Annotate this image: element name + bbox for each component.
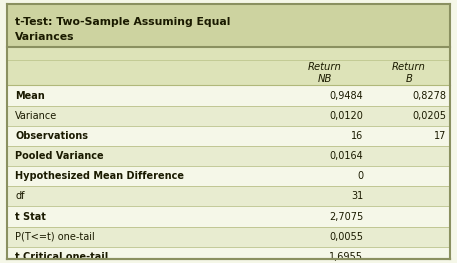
Text: Observations: Observations	[15, 131, 88, 141]
Text: 0,8278: 0,8278	[413, 90, 446, 100]
Text: t-Test: Two-Sample Assuming Equal: t-Test: Two-Sample Assuming Equal	[15, 17, 230, 27]
Text: Pooled Variance: Pooled Variance	[15, 151, 104, 161]
Text: 16: 16	[351, 131, 363, 141]
Text: 0,0164: 0,0164	[329, 151, 363, 161]
Text: Return: Return	[308, 62, 341, 72]
Text: Variances: Variances	[15, 32, 74, 42]
Text: df: df	[15, 191, 25, 201]
Text: t Critical one-tail: t Critical one-tail	[15, 252, 108, 262]
Text: 0,0055: 0,0055	[329, 232, 363, 242]
Text: 0,0120: 0,0120	[329, 111, 363, 121]
Text: 2,7075: 2,7075	[329, 211, 363, 221]
Text: 0,9484: 0,9484	[329, 90, 363, 100]
Text: 17: 17	[434, 131, 446, 141]
Text: Variance: Variance	[15, 111, 57, 121]
Text: 0: 0	[357, 171, 363, 181]
Text: 31: 31	[351, 191, 363, 201]
Text: Mean: Mean	[15, 90, 45, 100]
Text: Return: Return	[392, 62, 426, 72]
Text: P(T<=t) one-tail: P(T<=t) one-tail	[15, 232, 95, 242]
Text: B: B	[405, 74, 413, 84]
Text: 0,0205: 0,0205	[413, 111, 446, 121]
Text: NB: NB	[317, 74, 332, 84]
Text: 1,6955: 1,6955	[329, 252, 363, 262]
Text: t Stat: t Stat	[15, 211, 46, 221]
Text: Hypothesized Mean Difference: Hypothesized Mean Difference	[15, 171, 184, 181]
